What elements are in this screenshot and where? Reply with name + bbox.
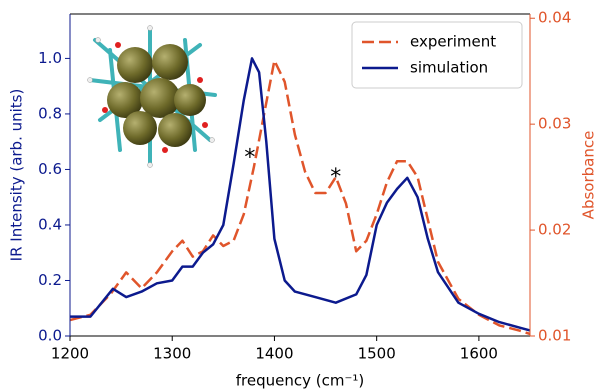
y-tick-label: 1.0 [38,49,62,67]
legend-label: simulation [410,59,488,77]
y-axis-label: IR Intensity (arb. units) [8,89,26,262]
y-tick-label: 0.4 [38,215,62,233]
x-tick-label: 1200 [51,345,89,363]
y-tick-label: 0.0 [38,327,62,345]
y-tick-label: 0.6 [38,160,62,178]
chart: 1200 1300 1400 1500 1600 0.0 0.2 0.4 0.6 0.8 1.0 0.… [0,0,602,392]
annotation: * [244,145,255,170]
y2-tick-label: 0.01 [538,327,571,345]
y-tick-label: 0.8 [38,104,62,122]
molecule-image [88,26,216,168]
y2-axis-label: Absorbance [580,131,598,220]
legend-label: experiment [410,33,496,51]
x-axis-label: frequency (cm⁻¹) [236,372,365,390]
annotation: * [330,165,341,190]
x-tick-label: 1300 [153,345,191,363]
x-tick-label: 1600 [460,345,498,363]
y2-tick-label: 0.02 [538,221,571,239]
y2-tick-label: 0.04 [538,9,571,27]
y2-tick-label: 0.03 [538,115,571,133]
x-tick-label: 1400 [255,345,293,363]
x-tick-label: 1500 [358,345,396,363]
y-tick-label: 0.2 [38,271,62,289]
